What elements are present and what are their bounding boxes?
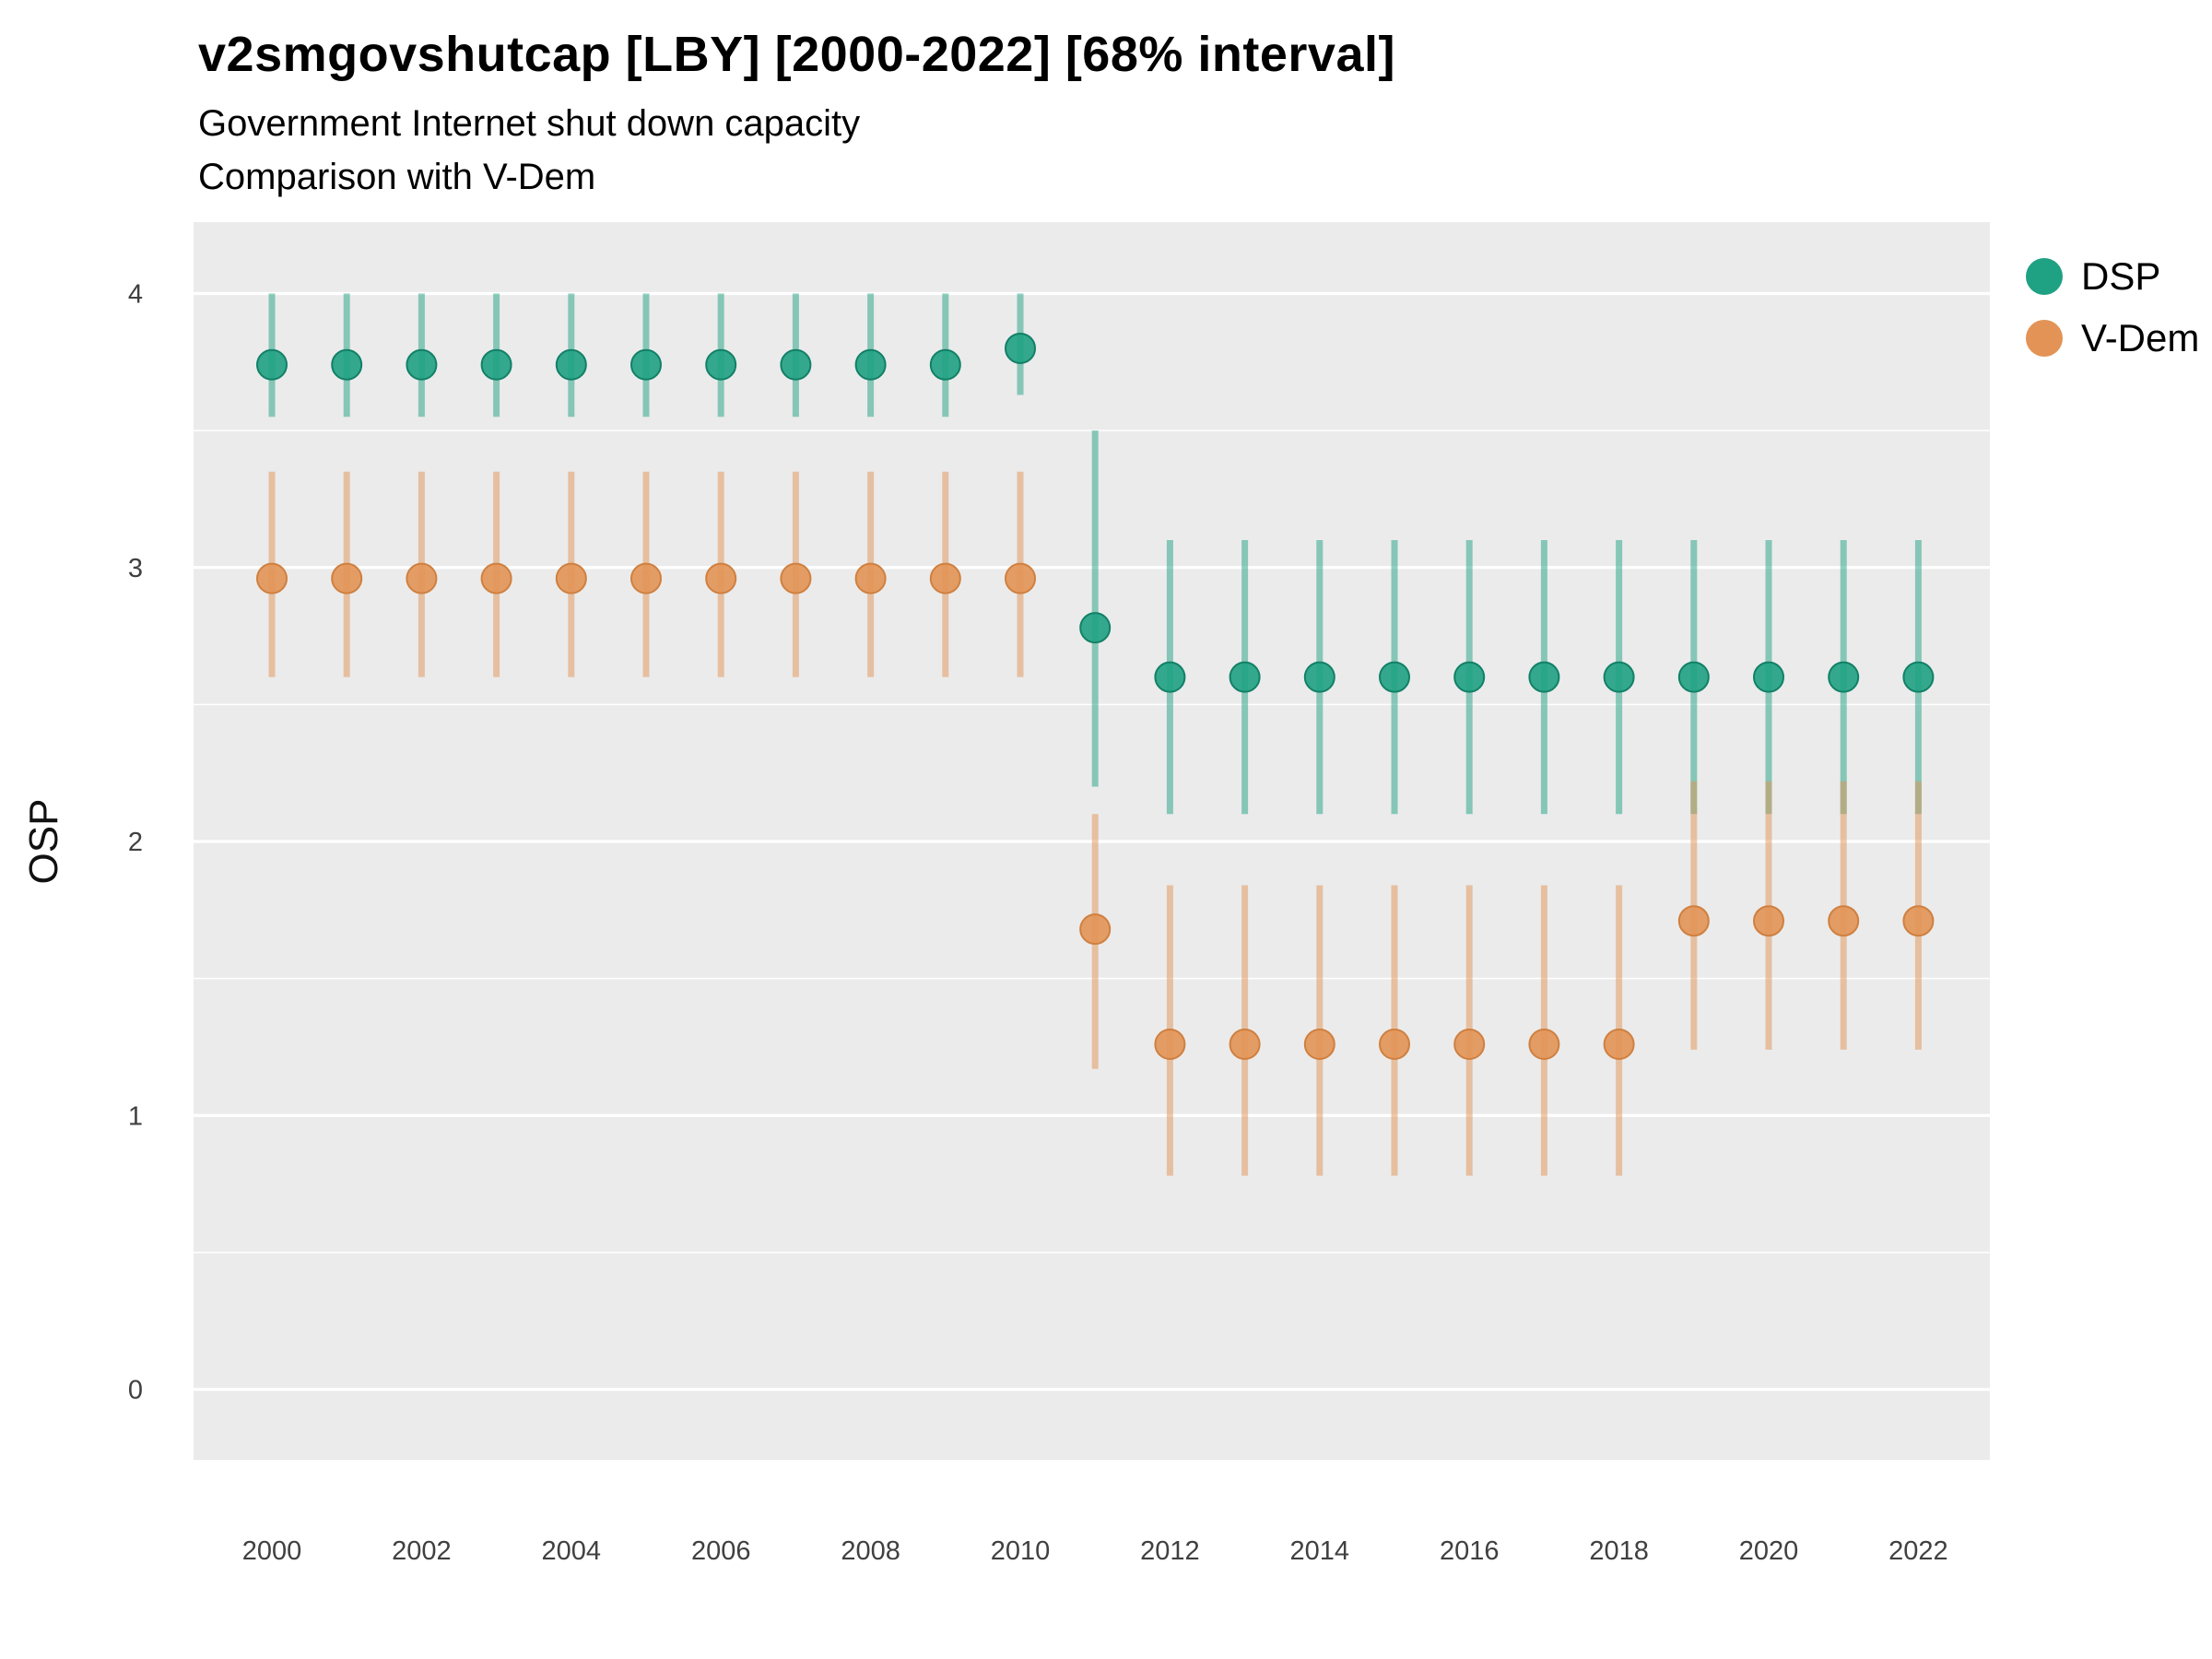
dsp-point-2013	[1229, 661, 1261, 693]
legend: DSP V-Dem	[2026, 254, 2199, 360]
v-dem-point-2019	[1677, 905, 1710, 937]
dsp-point-2008	[854, 348, 887, 381]
dsp-point-2010	[1005, 332, 1036, 364]
y-tick-label: 0	[128, 1376, 143, 1406]
dsp-point-2001	[331, 348, 363, 381]
chart-subtitle-1: Government Internet shut down capacity	[198, 103, 861, 144]
dsp-point-2000	[256, 348, 288, 381]
y-tick-label: 3	[128, 554, 143, 583]
dsp-point-2018	[1603, 661, 1635, 693]
v-dem-point-2000	[256, 562, 288, 594]
dsp-point-2015	[1379, 661, 1410, 693]
dsp-point-2021	[1828, 661, 1860, 693]
x-tick-label: 2010	[991, 1536, 1051, 1566]
v-dem-point-2009	[929, 562, 961, 594]
v-dem-point-2002	[406, 562, 438, 594]
x-tick-label: 2008	[841, 1536, 900, 1566]
x-tick-label: 2000	[242, 1536, 302, 1566]
x-tick-label: 2006	[691, 1536, 751, 1566]
v-dem-point-2012	[1154, 1028, 1186, 1060]
v-dem-point-2020	[1753, 905, 1784, 937]
dsp-point-2016	[1453, 661, 1486, 693]
x-tick-label: 2002	[392, 1536, 452, 1566]
v-dem-point-2018	[1603, 1028, 1635, 1060]
y-tick-label: 1	[128, 1101, 143, 1131]
v-dem-point-2007	[780, 562, 812, 594]
legend-label-vdem: V-Dem	[2081, 316, 2200, 359]
dsp-point-2009	[929, 348, 961, 381]
dsp-point-2007	[780, 348, 812, 381]
legend-dot-vdem	[2026, 320, 2063, 357]
dsp-point-2002	[406, 348, 438, 381]
legend-item-vdem: V-Dem	[2026, 316, 2199, 360]
legend-dot-dsp	[2026, 258, 2063, 295]
x-tick-label: 2022	[1888, 1536, 1948, 1566]
v-dem-point-2016	[1453, 1028, 1486, 1060]
dsp-point-2012	[1154, 661, 1186, 693]
v-dem-point-2001	[331, 562, 363, 594]
dsp-point-2022	[1902, 661, 1935, 693]
x-tick-label: 2014	[1290, 1536, 1350, 1566]
y-axis-label: OSP	[21, 799, 66, 885]
v-dem-point-2003	[480, 562, 512, 594]
v-dem-point-2017	[1528, 1028, 1560, 1060]
v-dem-point-2008	[854, 562, 887, 594]
v-dem-point-2013	[1229, 1028, 1261, 1060]
v-dem-point-2022	[1902, 905, 1935, 937]
x-tick-label: 2012	[1140, 1536, 1200, 1566]
dsp-point-2014	[1303, 661, 1335, 693]
chart-title: v2smgovshutcap [LBY] [2000-2022] [68% in…	[198, 27, 1395, 82]
x-tick-label: 2004	[542, 1536, 602, 1566]
dsp-point-2020	[1753, 661, 1784, 693]
chart-subtitle-2: Comparison with V-Dem	[198, 157, 596, 197]
dsp-point-2006	[705, 348, 737, 381]
dsp-point-2005	[630, 348, 662, 381]
dsp-point-2004	[555, 348, 587, 381]
v-dem-point-2010	[1005, 562, 1036, 594]
v-dem-point-2006	[705, 562, 737, 594]
dsp-point-2017	[1528, 661, 1560, 693]
legend-label-dsp: DSP	[2081, 254, 2161, 298]
x-tick-label: 2016	[1440, 1536, 1500, 1566]
y-tick-label: 2	[128, 828, 143, 857]
x-tick-label: 2020	[1739, 1536, 1799, 1566]
dsp-point-2003	[480, 348, 512, 381]
v-dem-point-2021	[1828, 905, 1860, 937]
dsp-point-2019	[1677, 661, 1710, 693]
legend-item-dsp: DSP	[2026, 254, 2199, 299]
v-dem-point-2004	[555, 562, 587, 594]
x-tick-label: 2018	[1589, 1536, 1649, 1566]
v-dem-point-2011	[1079, 913, 1112, 946]
dsp-point-2011	[1079, 612, 1112, 644]
v-dem-point-2005	[630, 562, 662, 594]
v-dem-point-2014	[1303, 1028, 1335, 1060]
y-tick-label: 4	[128, 280, 143, 310]
v-dem-point-2015	[1379, 1028, 1410, 1060]
